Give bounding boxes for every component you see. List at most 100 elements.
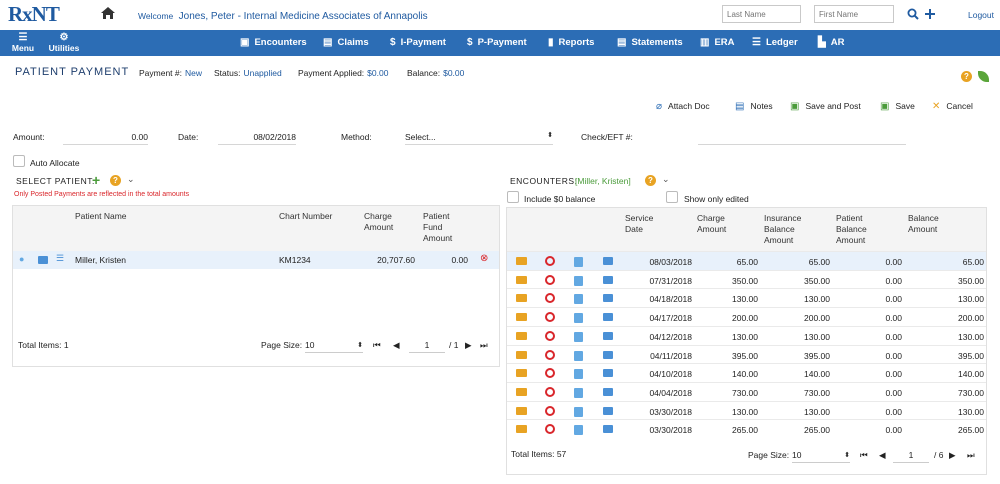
clipboard-icon[interactable] (574, 369, 583, 380)
encounter-row[interactable]: 04/04/2018 730.00 730.00 0.00 730.00 (507, 381, 986, 401)
no-entry-icon[interactable] (545, 405, 555, 416)
leaf-icon[interactable] (978, 71, 989, 82)
page-input[interactable]: 1 (409, 339, 445, 353)
amount-field[interactable]: 0.00 (63, 129, 148, 145)
clipboard-icon[interactable] (574, 257, 583, 267)
next-page-icon[interactable]: ▶ (465, 340, 472, 350)
briefcase-icon[interactable] (603, 257, 613, 265)
briefcase-icon[interactable] (603, 406, 613, 415)
clipboard-icon[interactable] (574, 294, 583, 305)
no-entry-icon[interactable] (545, 386, 555, 397)
folder-icon[interactable] (516, 350, 527, 359)
patient-row[interactable]: ● ☰ Miller, Kristen KM1234 20,707.60 0.0… (13, 251, 499, 269)
first-name-input[interactable] (814, 5, 894, 23)
no-entry-icon[interactable] (545, 349, 555, 360)
page-size-select[interactable]: 10 ⬍ (792, 449, 850, 463)
briefcase-icon[interactable] (38, 256, 48, 264)
no-entry-icon[interactable] (545, 424, 555, 435)
nav-encounters[interactable]: ▣ Encounters (240, 37, 307, 48)
clipboard-icon[interactable] (574, 350, 583, 361)
save-and-post-button[interactable]: ▣ Save and Post (790, 101, 861, 112)
briefcase-icon[interactable] (603, 350, 613, 359)
home-icon[interactable] (100, 6, 116, 20)
nav-statements[interactable]: ▤ Statements (617, 37, 683, 48)
include-zero-checkbox[interactable] (507, 191, 519, 203)
folder-icon[interactable] (516, 294, 527, 303)
encounter-row[interactable]: 03/30/2018 265.00 265.00 0.00 265.00 (507, 419, 986, 438)
no-entry-icon[interactable] (545, 330, 555, 341)
folder-icon[interactable] (516, 425, 527, 434)
encounter-row[interactable]: 04/12/2018 130.00 130.00 0.00 130.00 (507, 325, 986, 345)
briefcase-icon[interactable] (603, 294, 613, 303)
attach-doc-button[interactable]: ⌀ Attach Doc (656, 101, 710, 112)
add-icon[interactable] (924, 8, 936, 20)
last-name-input[interactable] (722, 5, 801, 23)
first-page-icon[interactable]: ⏮ (860, 450, 868, 460)
help-icon[interactable]: ? (645, 175, 656, 186)
list-icon[interactable]: ☰ (56, 253, 65, 263)
auto-allocate-checkbox[interactable] (13, 155, 25, 167)
nav-p-payment[interactable]: $ P-Payment (467, 37, 527, 48)
notes-button[interactable]: ▤ Notes (735, 101, 773, 112)
help-icon[interactable]: ? (110, 175, 121, 186)
no-entry-icon[interactable] (545, 368, 555, 379)
no-entry-icon[interactable] (545, 312, 555, 323)
person-icon[interactable]: ● (19, 254, 25, 264)
add-patient-icon[interactable]: + (92, 172, 101, 188)
chevron-down-icon[interactable]: ⌄ (127, 174, 135, 184)
save-button[interactable]: ▣ Save (880, 101, 915, 112)
no-entry-icon[interactable] (545, 293, 555, 304)
encounter-row[interactable]: 07/31/2018 350.00 350.00 0.00 350.00 (507, 269, 986, 289)
clipboard-icon[interactable] (574, 275, 583, 286)
clipboard-icon[interactable] (574, 313, 583, 324)
briefcase-icon[interactable] (603, 387, 613, 396)
utilities-button[interactable]: ⚙ Utilities (46, 33, 82, 54)
encounter-row[interactable]: 04/18/2018 130.00 130.00 0.00 130.00 (507, 288, 986, 307)
logout-link[interactable]: Logout (968, 10, 994, 20)
nav-reports[interactable]: ▮ Reports (548, 37, 594, 48)
show-edited-checkbox[interactable] (666, 191, 678, 203)
no-entry-icon[interactable] (545, 256, 555, 266)
encounter-row[interactable]: 08/03/2018 65.00 65.00 0.00 65.00 (507, 251, 986, 270)
clipboard-icon[interactable] (574, 387, 583, 398)
prev-page-icon[interactable]: ◀ (879, 450, 886, 460)
check-eft-field[interactable] (698, 129, 906, 145)
menu-button[interactable]: ☰ Menu (10, 33, 36, 54)
last-page-icon[interactable]: ⏭ (967, 450, 975, 460)
briefcase-icon[interactable] (603, 275, 613, 284)
nav-ledger[interactable]: ☰ Ledger (752, 37, 798, 48)
folder-icon[interactable] (516, 275, 527, 284)
date-field[interactable]: 08/02/2018 (218, 129, 296, 145)
page-size-select[interactable]: 10 ⬍ (305, 339, 363, 353)
nav-era[interactable]: ▥ ERA (700, 37, 735, 48)
clipboard-icon[interactable] (574, 425, 583, 436)
folder-icon[interactable] (516, 257, 527, 265)
briefcase-icon[interactable] (603, 369, 613, 378)
remove-icon[interactable]: ⊗ (480, 253, 489, 264)
clipboard-icon[interactable] (574, 331, 583, 342)
folder-icon[interactable] (516, 387, 527, 396)
search-icon[interactable] (907, 8, 919, 20)
briefcase-icon[interactable] (603, 331, 613, 340)
nav-i-payment[interactable]: $ I-Payment (390, 37, 446, 48)
help-icon[interactable]: ? (961, 71, 972, 82)
folder-icon[interactable] (516, 406, 527, 415)
encounter-row[interactable]: 03/30/2018 130.00 130.00 0.00 130.00 (507, 400, 986, 420)
nav-claims[interactable]: ▤ Claims (323, 37, 369, 48)
no-entry-icon[interactable] (545, 274, 555, 285)
folder-icon[interactable] (516, 331, 527, 340)
last-page-icon[interactable]: ⏭ (480, 340, 488, 350)
nav-ar[interactable]: ▙ AR (818, 37, 844, 48)
cancel-button[interactable]: ✕ Cancel (932, 101, 973, 112)
next-page-icon[interactable]: ▶ (949, 450, 956, 460)
encounter-row[interactable]: 04/11/2018 395.00 395.00 0.00 395.00 (507, 344, 986, 364)
folder-icon[interactable] (516, 313, 527, 322)
chevron-down-icon[interactable]: ⌄ (662, 174, 670, 184)
prev-page-icon[interactable]: ◀ (393, 340, 400, 350)
folder-icon[interactable] (516, 369, 527, 378)
briefcase-icon[interactable] (603, 425, 613, 434)
briefcase-icon[interactable] (603, 313, 613, 322)
encounter-row[interactable]: 04/17/2018 200.00 200.00 0.00 200.00 (507, 307, 986, 326)
clipboard-icon[interactable] (574, 406, 583, 417)
page-input[interactable]: 1 (893, 449, 929, 463)
